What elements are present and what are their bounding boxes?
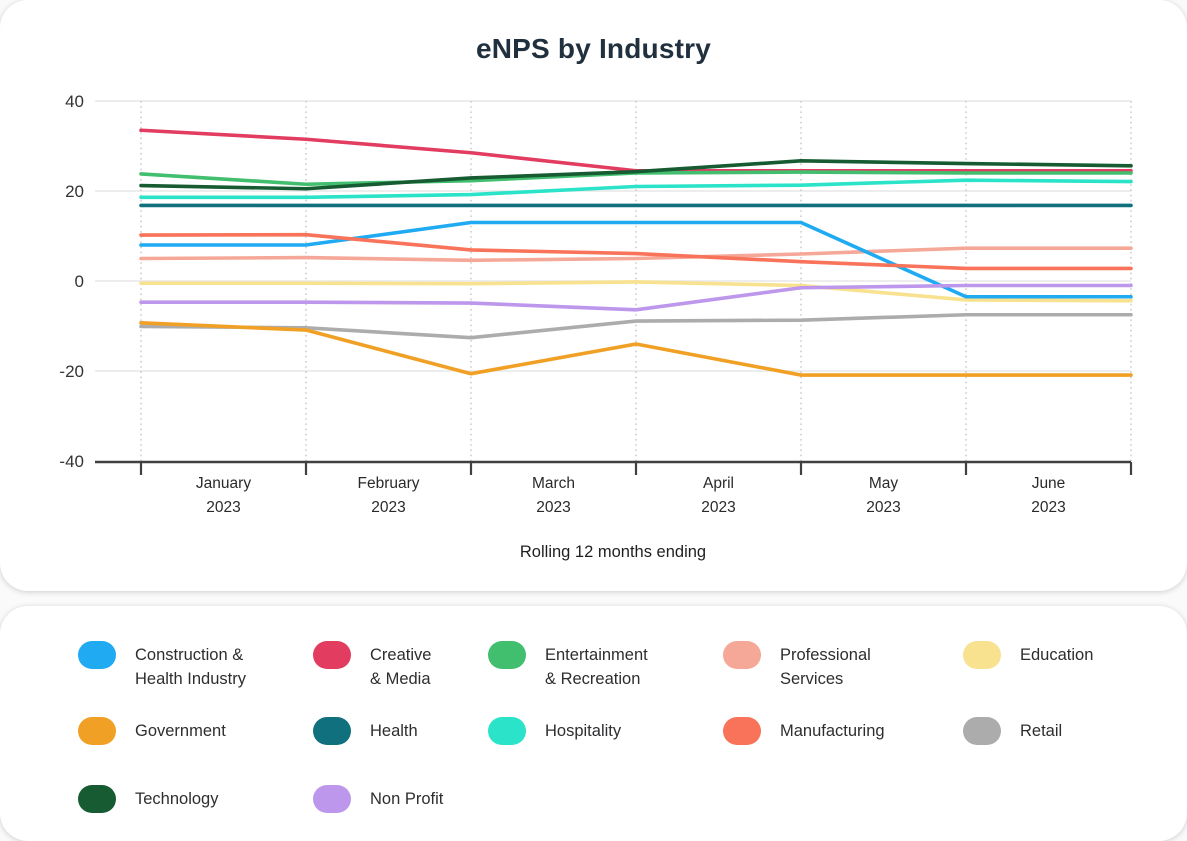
legend-label: Technology — [135, 790, 219, 808]
legend-label: Professional Services — [780, 646, 871, 688]
x-axis-label-year: 2023 — [1031, 499, 1065, 516]
legend-label: Non Profit — [370, 790, 444, 808]
construction-health-industry-swatch — [78, 641, 116, 669]
legend-item-government[interactable]: Government — [78, 717, 226, 745]
x-axis-title: Rolling 12 months ending — [520, 543, 706, 561]
x-axis-label-month: March — [532, 475, 575, 492]
chart-title: eNPS by Industry — [475, 33, 712, 64]
legend-card: Construction & Health Industry Creative &… — [0, 606, 1187, 841]
y-axis-label: 40 — [65, 92, 84, 111]
legend-label: Education — [1020, 646, 1094, 664]
y-axis-label: -40 — [59, 452, 84, 471]
enps-line-chart: 40 20 0 -20 -40 January 2023 February 2023 March 2… — [59, 92, 1133, 561]
technology-swatch — [78, 785, 116, 813]
legend-label: Manufacturing — [780, 722, 885, 740]
y-axis-label: 0 — [75, 272, 84, 291]
x-axis-label-month: April — [703, 475, 734, 492]
chart-card: eNPS by Industry 40 20 0 -20 -40 January 2023 F… — [59, 33, 1133, 561]
series-line-hospitality[interactable] — [139, 178, 1133, 200]
legend-label: Health — [370, 722, 418, 740]
legend-item-technology[interactable]: Technology — [78, 785, 218, 813]
hospitality-swatch — [488, 717, 526, 745]
legend-label: Government — [135, 722, 226, 740]
x-axis-label-year: 2023 — [866, 499, 900, 516]
x-axis-label-year: 2023 — [206, 499, 240, 516]
legend-label: Construction & Health Industry — [135, 646, 246, 688]
series-line-education[interactable] — [139, 280, 1133, 303]
retail-swatch — [963, 717, 1001, 745]
series-line-non-profit[interactable] — [139, 283, 1133, 312]
government-swatch — [78, 717, 116, 745]
x-axis-label-month: January — [196, 475, 251, 492]
x-axis-label-year: 2023 — [701, 499, 735, 516]
x-axis-label-month: May — [869, 475, 899, 492]
professional-services-swatch — [723, 641, 761, 669]
series-line-entertainment-recreation[interactable] — [139, 170, 1133, 187]
legend-label: Entertainment & Recreation — [545, 646, 648, 688]
legend-label: Creative & Media — [370, 646, 432, 688]
legend-item-professional-services[interactable]: Professional Services — [723, 641, 871, 691]
series-line-technology[interactable] — [139, 159, 1133, 191]
legend-item-entertainment-recreation[interactable]: Entertainment & Recreation — [488, 641, 648, 691]
manufacturing-swatch — [723, 717, 761, 745]
entertainment-recreation-swatch — [488, 641, 526, 669]
legend-item-construction-health-industry[interactable]: Construction & Health Industry — [78, 641, 246, 691]
series-line-retail[interactable] — [139, 312, 1133, 340]
health-swatch — [313, 717, 351, 745]
legend-item-non-profit[interactable]: Non Profit — [313, 785, 443, 813]
x-axis-label-year: 2023 — [371, 499, 405, 516]
legend-item-health[interactable]: Health — [313, 717, 418, 745]
legend-item-education[interactable]: Education — [963, 641, 1093, 669]
legend-label: Hospitality — [545, 722, 622, 740]
series-line-professional-services[interactable] — [139, 246, 1133, 263]
legend-label: Retail — [1020, 722, 1063, 740]
x-axis-label-month: February — [357, 475, 419, 492]
y-axis-label: -20 — [59, 362, 84, 381]
legend-item-manufacturing[interactable]: Manufacturing — [723, 717, 885, 745]
legend-item-hospitality[interactable]: Hospitality — [488, 717, 621, 745]
series-line-construction-health-industry[interactable] — [139, 220, 1133, 299]
legend-item-creative-media[interactable]: Creative & Media — [313, 641, 431, 691]
x-axis-label-year: 2023 — [536, 499, 570, 516]
legend-item-retail[interactable]: Retail — [963, 717, 1062, 745]
series-line-manufacturing[interactable] — [139, 232, 1133, 271]
non-profit-swatch — [313, 785, 351, 813]
education-swatch — [963, 641, 1001, 669]
y-axis-label: 20 — [65, 182, 84, 201]
series-line-government[interactable] — [139, 321, 1133, 377]
x-axis-label-month: June — [1032, 475, 1066, 492]
creative-media-swatch — [313, 641, 351, 669]
